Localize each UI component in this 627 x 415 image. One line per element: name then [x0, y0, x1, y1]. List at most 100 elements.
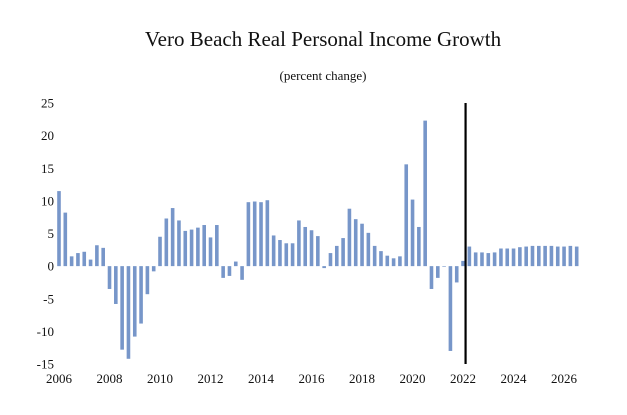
bar	[240, 266, 244, 280]
bar	[63, 212, 68, 267]
bar	[57, 191, 61, 267]
y-tick-label: 5	[48, 226, 55, 241]
bar	[126, 266, 131, 359]
bar	[76, 253, 80, 267]
bar	[328, 253, 333, 267]
x-tick-label: 2016	[299, 371, 326, 386]
bar	[467, 246, 472, 267]
bar	[391, 258, 396, 267]
bar	[101, 247, 105, 267]
bar	[246, 202, 251, 267]
bar	[562, 246, 566, 267]
bar	[404, 164, 409, 267]
bar	[511, 248, 516, 267]
bar	[278, 240, 282, 267]
bar	[537, 245, 541, 267]
bar	[461, 260, 465, 267]
bar	[95, 245, 99, 267]
bar	[120, 266, 124, 350]
bar	[442, 266, 446, 267]
bar	[202, 225, 206, 267]
bar	[252, 201, 257, 267]
x-tick-label: 2006	[46, 371, 73, 386]
bar	[341, 238, 345, 267]
y-tick-label: -5	[43, 291, 54, 306]
x-tick-label: 2012	[198, 371, 224, 386]
bar	[233, 261, 238, 267]
bar	[114, 266, 118, 304]
bar	[265, 200, 270, 267]
y-tick-label: 25	[41, 96, 54, 111]
bar	[88, 259, 93, 267]
x-tick-label: 2022	[450, 371, 476, 386]
x-tick-label: 2020	[400, 371, 426, 386]
x-tick-label: 2008	[97, 371, 123, 386]
bar	[379, 251, 383, 267]
bar	[303, 226, 308, 267]
bar	[189, 229, 194, 267]
bar	[530, 245, 535, 267]
bar	[208, 237, 213, 267]
chart-title: Vero Beach Real Personal Income Growth	[145, 27, 502, 51]
bar	[309, 230, 314, 267]
bar	[448, 266, 453, 351]
bar	[132, 266, 137, 337]
bar	[549, 245, 554, 267]
bar	[398, 256, 402, 267]
y-tick-label: 0	[48, 259, 55, 274]
bar	[366, 232, 371, 267]
bar	[347, 208, 352, 267]
bar	[145, 266, 150, 295]
bar	[486, 253, 491, 267]
bar	[183, 230, 188, 267]
bar	[322, 266, 326, 269]
bar	[290, 243, 295, 267]
x-tick-label: 2026	[551, 371, 578, 386]
bar	[499, 248, 503, 267]
x-axis-ticks: 2006 2008 2010 2012 2014 2016 2018 2020 2022 2024…	[46, 371, 578, 386]
y-tick-label: 20	[41, 128, 54, 143]
bar	[158, 236, 162, 267]
bar	[353, 219, 358, 267]
bar	[505, 248, 510, 267]
chart-subtitle: (percent change)	[280, 68, 367, 83]
x-tick-label: 2014	[248, 371, 275, 386]
bar-series	[57, 120, 579, 359]
bar	[473, 252, 478, 267]
bar	[480, 252, 484, 267]
bar	[410, 199, 415, 267]
y-tick-label: -10	[37, 324, 54, 339]
x-tick-label: 2010	[147, 371, 173, 386]
bar	[69, 256, 74, 267]
bar	[297, 220, 301, 267]
bar	[196, 227, 200, 267]
bar	[284, 243, 289, 267]
bar	[568, 245, 573, 267]
bar	[360, 223, 364, 267]
bar	[259, 202, 263, 267]
y-tick-label: 10	[41, 193, 54, 208]
bar	[164, 218, 169, 267]
bar	[107, 266, 112, 289]
bar	[524, 246, 528, 267]
bar	[177, 220, 181, 267]
bar	[555, 246, 560, 267]
x-tick-label: 2024	[501, 371, 528, 386]
bar	[139, 266, 143, 324]
bar	[82, 251, 87, 267]
bar	[334, 245, 339, 267]
bar	[215, 225, 219, 267]
bar	[423, 120, 427, 267]
bar	[574, 246, 579, 267]
bar	[151, 266, 156, 272]
y-tick-label: -15	[37, 357, 54, 372]
bar	[429, 266, 434, 289]
y-tick-label: 15	[41, 161, 54, 176]
bar	[271, 235, 276, 267]
bar	[170, 208, 175, 267]
bar	[454, 266, 459, 283]
x-tick-label: 2018	[349, 371, 375, 386]
bar	[518, 247, 522, 267]
bar	[316, 236, 320, 267]
